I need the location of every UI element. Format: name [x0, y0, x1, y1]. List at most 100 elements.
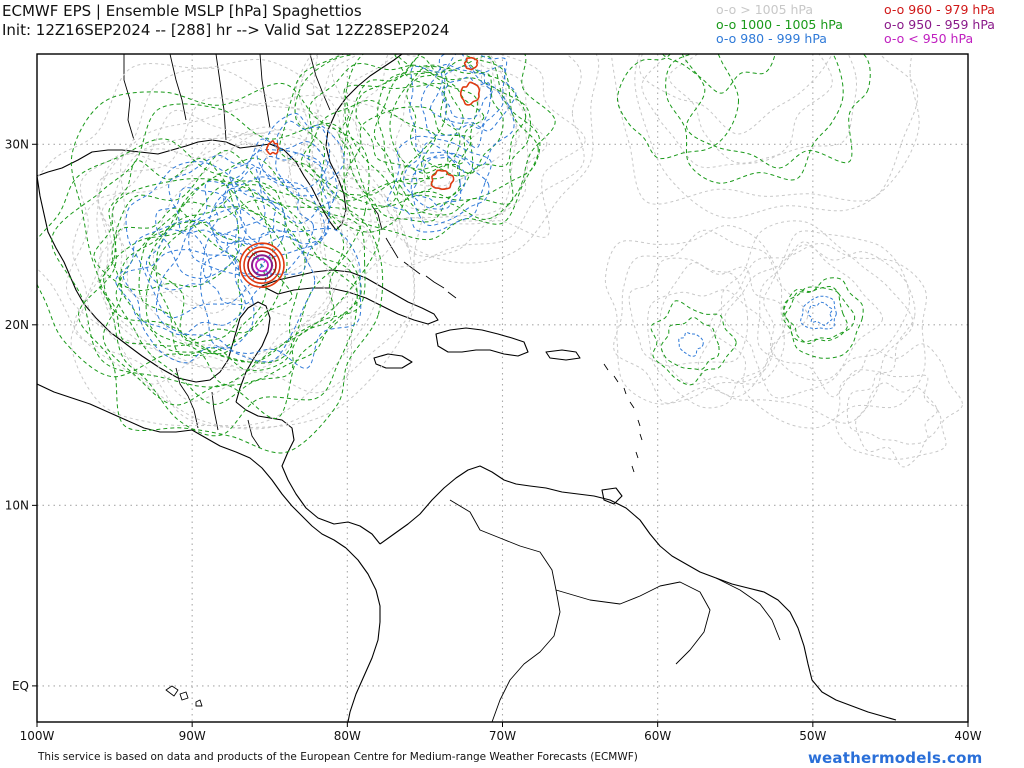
island-jamaica: [373, 353, 413, 369]
contour-green: [93, 157, 240, 292]
contour-blue: [122, 249, 255, 364]
contour-green: [616, 54, 740, 160]
contour-gray: [846, 372, 938, 445]
contour-gray: [697, 220, 914, 424]
contour-green: [782, 277, 864, 359]
contour-gray: [724, 241, 883, 399]
contour-blue: [228, 138, 338, 246]
island-trinidad: [601, 487, 623, 505]
contour-purple: [250, 254, 273, 277]
contour-blue: [188, 166, 326, 278]
contour-green: [119, 221, 267, 355]
legend-label: 950 - 959 hPa: [908, 16, 995, 32]
legend-item-red: o-o 960 - 979 hPa: [884, 2, 995, 18]
y-tick-label: 10N: [5, 498, 29, 512]
contour-blue: [807, 301, 833, 326]
x-tick-label: 90W: [179, 729, 206, 743]
contour-blue: [223, 149, 331, 259]
contour-gray: [611, 54, 919, 205]
contour-blue: [678, 331, 704, 357]
contour-green: [77, 178, 384, 454]
contour-gray: [835, 343, 963, 460]
contour-gray: [293, 54, 585, 268]
contour-green: [355, 55, 485, 170]
contour-blue: [409, 54, 515, 166]
contour-green: [155, 184, 345, 372]
contour-green: [650, 300, 737, 386]
contour-gray: [97, 133, 334, 371]
contour-green: [115, 178, 306, 405]
contour-blue: [155, 207, 316, 363]
ensemble-contours: [37, 54, 963, 468]
y-tick-label: 30N: [5, 137, 29, 151]
chart-subtitle: Init: 12Z16SEP2024 -- [288] hr --> Valid…: [2, 21, 450, 39]
contour-gray: [331, 54, 483, 191]
y-tick-label: EQ: [12, 679, 29, 693]
island-lesser-antilles: [603, 363, 643, 473]
contour-gray: [342, 54, 586, 258]
contour-gray: [709, 242, 927, 429]
legend-marker: o-o: [884, 31, 905, 46]
legend-label: 960 - 979 hPa: [908, 2, 995, 17]
contour-green: [37, 138, 288, 378]
x-tick-label: 50W: [799, 729, 826, 743]
legend-marker: o-o: [716, 2, 737, 17]
contour-blue: [800, 295, 837, 330]
legend-left: o-o > 1005 hPa o-o 1000 - 1005 hPa o-o 9…: [716, 2, 843, 47]
contour-blue: [420, 64, 504, 149]
contour-blue: [168, 154, 266, 237]
border-interior: [123, 54, 331, 449]
contour-blue: [386, 135, 492, 233]
contour-green: [308, 62, 478, 207]
contour-gray: [763, 230, 910, 381]
contour-blue: [203, 240, 269, 306]
axis-ticks: 100W 90W 80W 70W 60W 50W 40W 30N 20N 10N EQ: [5, 137, 982, 743]
coast-central-america-pacific: [37, 383, 347, 549]
contour-gray: [96, 97, 415, 402]
contour-blue: [256, 112, 331, 190]
contour-green: [406, 59, 527, 177]
contour-gray: [613, 229, 809, 404]
brand-link[interactable]: weathermodels.com: [808, 749, 983, 767]
legend-item-magenta: o-o < 950 hPa: [884, 31, 995, 47]
contour-gray: [634, 54, 920, 219]
contour-red: [243, 246, 281, 285]
island-hispaniola: [435, 327, 529, 357]
contour-green: [70, 82, 370, 364]
contour-gray: [288, 54, 529, 234]
legend-item-blue: o-o 980 - 999 hPa: [716, 31, 843, 47]
island-cuba: [261, 269, 439, 325]
contour-gray: [87, 142, 334, 385]
contour-blue: [259, 152, 335, 224]
contour-green: [148, 157, 366, 363]
contour-blue: [208, 176, 314, 275]
contour-gray: [641, 54, 833, 169]
contour-green: [661, 54, 776, 94]
contour-blue: [403, 142, 490, 227]
legend-item-green: o-o 1000 - 1005 hPa: [716, 16, 843, 33]
contour-magenta: [255, 258, 269, 273]
legend-item-gray: o-o > 1005 hPa: [716, 2, 843, 18]
legend-label: 1000 - 1005 hPa: [740, 16, 843, 32]
y-tick-label: 20N: [5, 318, 29, 332]
contour-gray: [111, 132, 332, 363]
contour-gray: [37, 58, 399, 430]
contour-red: [265, 139, 280, 156]
contour-gray: [658, 262, 786, 386]
contour-gray: [668, 54, 857, 164]
legend-label: < 950 hPa: [908, 31, 974, 46]
island-galapagos: [165, 685, 203, 707]
contour-green: [300, 99, 437, 233]
x-tick-label: 40W: [954, 729, 981, 743]
contour-green: [294, 54, 464, 202]
legend-label: 980 - 999 hPa: [740, 31, 827, 46]
contour-red: [430, 169, 455, 191]
contour-green: [102, 150, 359, 419]
contour-green: [389, 65, 504, 174]
island-bahamas: [371, 205, 457, 299]
legend-marker: o-o: [884, 2, 905, 17]
contour-gray: [757, 244, 916, 398]
contour-blue: [145, 229, 212, 291]
chart-title: ECMWF EPS | Ensemble MSLP [hPa] Spaghett…: [2, 2, 362, 20]
